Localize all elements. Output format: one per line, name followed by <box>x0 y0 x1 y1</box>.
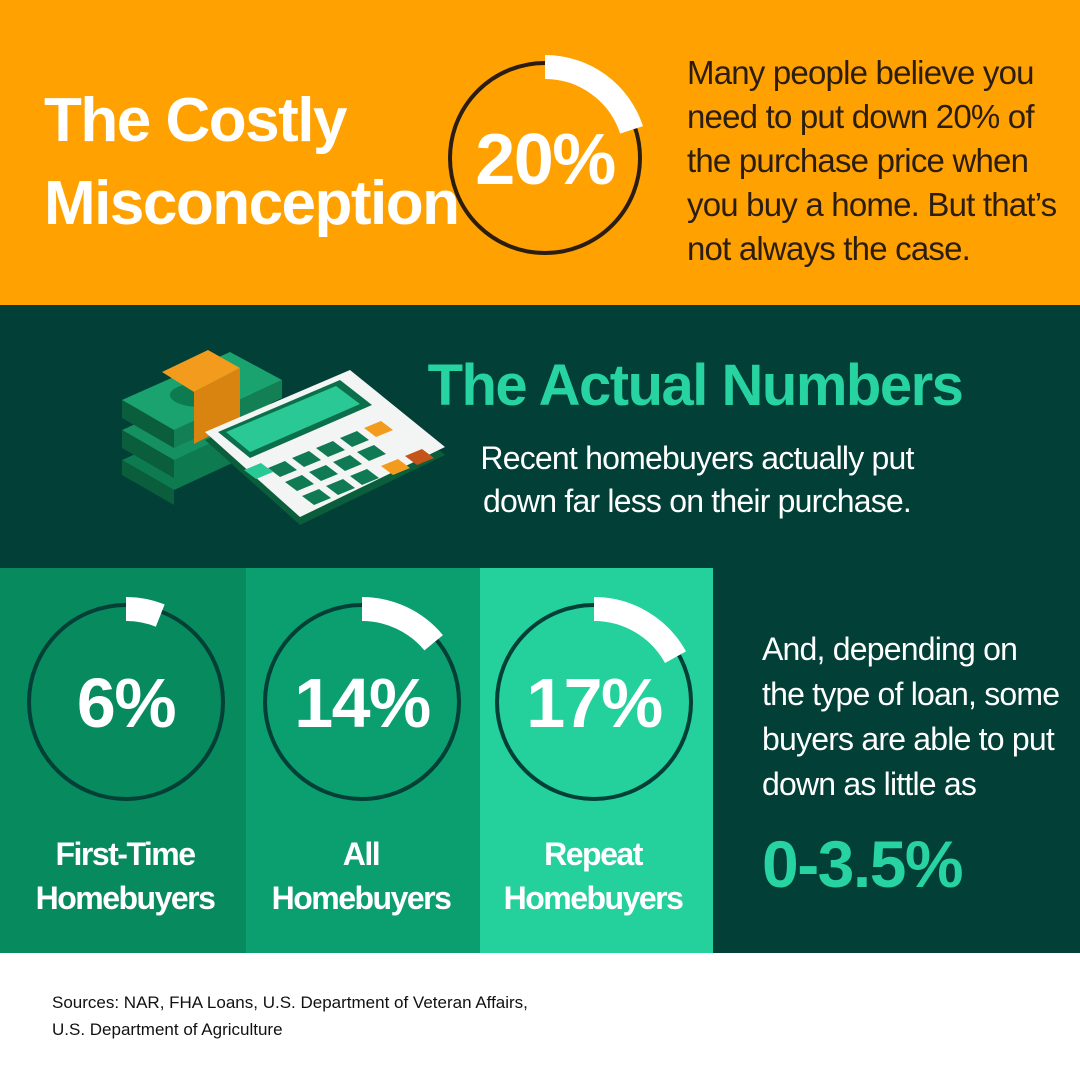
header-line: Many people believe you <box>687 54 1034 91</box>
header-title: The Costly <box>44 86 348 155</box>
ring-outline <box>263 603 461 801</box>
section-line: Recent homebuyers actually put <box>480 440 914 476</box>
source-line: Sources: NAR, FHA Loans, U.S. Department… <box>52 993 528 1012</box>
footer-band <box>0 953 1080 1080</box>
group-name: Homebuyers <box>272 880 452 916</box>
note-line: And, depending on <box>762 631 1017 667</box>
group-name: Homebuyers <box>504 880 684 916</box>
note-line: the type of loan, some <box>762 676 1059 712</box>
ring-label: 6% <box>77 664 175 742</box>
section-line: down far less on their purchase. <box>483 483 911 519</box>
header-line: the purchase price when <box>687 142 1028 179</box>
section-title: The Actual Numbers <box>428 353 963 418</box>
rings: 20% 6% First-Time Homebuyers 14% All Homebuyer… <box>27 55 693 916</box>
note-line: buyers are able to put <box>762 721 1055 757</box>
section-text: Recent homebuyers actually put down far l… <box>480 440 915 519</box>
group-name: All <box>343 836 379 872</box>
sources: Sources: NAR, FHA Loans, U.S. Department… <box>52 993 528 1039</box>
ring-arc <box>361 597 443 651</box>
group-name: First-Time <box>55 836 195 872</box>
header-line: not always the case. <box>687 230 970 267</box>
illustration <box>122 350 445 525</box>
note-text: And, depending on the type of loan, some b… <box>762 631 1060 802</box>
ring-arc <box>593 597 687 664</box>
ring-arc <box>125 597 165 627</box>
source-line: U.S. Department of Agriculture <box>52 1020 283 1039</box>
note-line: down as little as <box>762 766 976 802</box>
ring-outline <box>27 603 225 801</box>
calculator <box>205 370 445 525</box>
header-line: you buy a home. But that’s <box>687 186 1057 223</box>
header-text: Many people believe you need to put down … <box>687 54 1057 267</box>
header-title: Misconception <box>44 169 459 238</box>
ring-label: 20% <box>475 120 615 200</box>
group-name: Homebuyers <box>36 880 216 916</box>
header-line: need to put down 20% of <box>687 98 1035 135</box>
group-name: Repeat <box>544 836 644 872</box>
note-highlight: 0-3.5% <box>762 827 962 901</box>
ring-label: 14% <box>294 664 430 742</box>
ring-arc <box>544 55 643 134</box>
ring-label: 17% <box>526 664 662 742</box>
